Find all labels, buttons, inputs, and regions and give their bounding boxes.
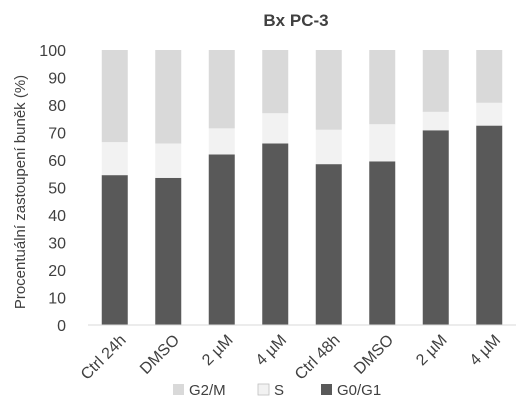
x-tick-label: Ctrl 24h bbox=[78, 332, 130, 384]
bar-s-8 bbox=[476, 102, 503, 126]
legend-label: S bbox=[274, 382, 284, 399]
y-tick-label: 60 bbox=[48, 153, 66, 170]
y-axis-title: Procentuální zastoupení buněk (%) bbox=[12, 75, 29, 309]
y-tick-label: 100 bbox=[39, 43, 66, 60]
chart-title: Bx PC-3 bbox=[263, 11, 328, 30]
bar-g0-g1-2 bbox=[155, 177, 182, 325]
y-tick-label: 40 bbox=[48, 208, 66, 225]
bar-g2-m-6 bbox=[369, 50, 396, 125]
bar-g0-g1-3 bbox=[208, 154, 235, 325]
bar-g2-m-1 bbox=[101, 50, 128, 143]
bar-g2-m-3 bbox=[208, 50, 235, 129]
bar-s-3 bbox=[208, 128, 235, 155]
bar-g0-g1-1 bbox=[101, 175, 128, 325]
bar-s-5 bbox=[315, 129, 342, 165]
legend: G2/M S G0/G1 bbox=[173, 382, 381, 399]
bar-s-4 bbox=[262, 113, 289, 144]
bars-group bbox=[101, 50, 503, 325]
bar-g0-g1-5 bbox=[315, 164, 342, 325]
bar-g0-g1-8 bbox=[476, 125, 503, 325]
x-tick-label: Ctrl 48h bbox=[292, 332, 344, 384]
y-tick-label: 30 bbox=[48, 236, 66, 253]
y-tick-label: 90 bbox=[48, 71, 66, 88]
x-axis-ticks: Ctrl 24h DMSO 2 µM 4 µM Ctrl 48h DMSO 2 µM 4 µM bbox=[78, 332, 504, 384]
bar-s-1 bbox=[101, 142, 128, 176]
bar-s-2 bbox=[155, 143, 182, 178]
bar-g0-g1-4 bbox=[262, 143, 289, 325]
bar-s-7 bbox=[422, 111, 449, 131]
bar-g0-g1-7 bbox=[422, 130, 449, 325]
bar-g2-m-4 bbox=[262, 50, 289, 114]
x-tick-label: 4 µM bbox=[253, 332, 290, 369]
bar-g2-m-8 bbox=[476, 50, 503, 103]
y-tick-label: 0 bbox=[57, 318, 66, 335]
bar-g2-m-5 bbox=[315, 50, 342, 130]
bar-s-6 bbox=[369, 124, 396, 162]
y-tick-label: 10 bbox=[48, 291, 66, 308]
y-tick-label: 50 bbox=[48, 181, 66, 198]
x-tick-label: 4 µM bbox=[467, 332, 504, 369]
bar-g2-m-7 bbox=[422, 50, 449, 112]
x-tick-label: 2 µM bbox=[199, 332, 236, 369]
y-tick-label: 70 bbox=[48, 126, 66, 143]
legend-label: G2/M bbox=[189, 382, 226, 399]
y-tick-label: 80 bbox=[48, 98, 66, 115]
bar-g0-g1-6 bbox=[369, 161, 396, 325]
bar-g2-m-2 bbox=[155, 50, 182, 144]
x-tick-label: DMSO bbox=[351, 332, 397, 378]
legend-swatch-g2-m bbox=[173, 384, 184, 395]
x-tick-label: 2 µM bbox=[413, 332, 450, 369]
legend-swatch-g0-g1 bbox=[321, 384, 332, 395]
legend-label: G0/G1 bbox=[337, 382, 381, 399]
legend-swatch-s bbox=[257, 383, 270, 396]
x-tick-label: DMSO bbox=[137, 332, 183, 378]
y-tick-label: 20 bbox=[48, 263, 66, 280]
y-axis-ticks: 0 10 20 30 40 50 60 70 80 90 100 bbox=[39, 43, 66, 335]
